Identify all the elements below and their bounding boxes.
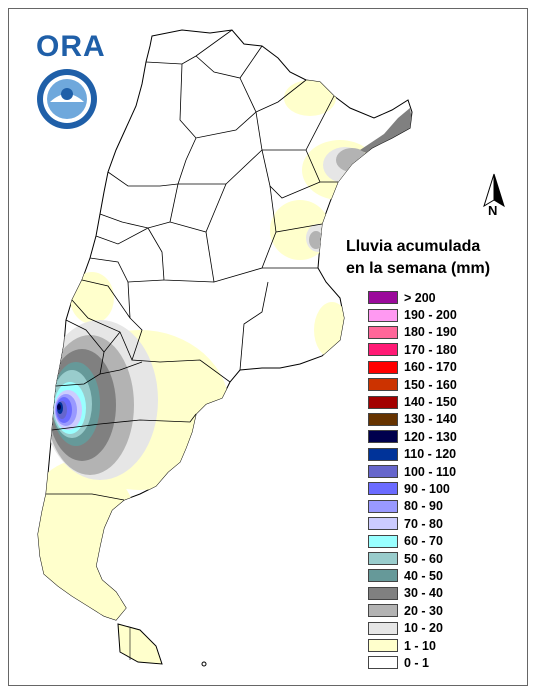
legend-label: 30 - 40 <box>404 586 443 601</box>
legend-swatch <box>368 517 398 531</box>
province-boundaries <box>46 29 338 501</box>
north-arrow-icon <box>483 173 505 208</box>
legend-title-line2: en la semana (mm) <box>346 260 491 277</box>
legend-item: 160 - 170 <box>368 359 457 376</box>
tierra-del-fuego <box>117 623 163 665</box>
legend-swatch <box>368 604 398 618</box>
legend-swatch <box>368 360 398 374</box>
legend-label: 170 - 180 <box>404 342 457 357</box>
legend-item: 60 - 70 <box>368 532 457 549</box>
legend-label: 60 - 70 <box>404 534 443 549</box>
legend-label: 180 - 190 <box>404 325 457 340</box>
legend-label: 0 - 1 <box>404 655 430 670</box>
legend-item: 0 - 1 <box>368 654 457 671</box>
legend-swatch <box>368 378 398 392</box>
legend-item: 90 - 100 <box>368 480 457 497</box>
legend-swatch <box>368 395 398 409</box>
legend-swatch <box>368 430 398 444</box>
legend-label: 10 - 20 <box>404 621 443 636</box>
legend-label: 120 - 130 <box>404 429 457 444</box>
legend-item: 170 - 180 <box>368 341 457 358</box>
north-label: N <box>488 203 498 218</box>
legend-label: 1 - 10 <box>404 638 436 653</box>
legend-label: 50 - 60 <box>404 551 443 566</box>
legend-label: 190 - 200 <box>404 308 457 323</box>
legend-swatch <box>368 639 398 652</box>
legend-swatch <box>368 534 398 548</box>
legend-swatch <box>368 465 398 479</box>
legend-swatch <box>368 569 398 583</box>
legend-title-line1: Lluvia acumulada <box>346 238 481 255</box>
legend-item: 10 - 20 <box>368 619 457 636</box>
legend-label: 20 - 30 <box>404 603 443 618</box>
legend-item: 190 - 200 <box>368 306 457 323</box>
legend-item: 80 - 90 <box>368 498 457 515</box>
legend-item: 180 - 190 <box>368 324 457 341</box>
ora-logo: ORA <box>36 30 106 63</box>
legend-swatch <box>368 586 398 600</box>
legend-title: Lluvia acumulada en la semana (mm) <box>346 236 490 280</box>
legend-swatch <box>368 308 398 322</box>
legend-item: 30 - 40 <box>368 585 457 602</box>
legend-swatch <box>368 325 398 339</box>
legend-item: 130 - 140 <box>368 411 457 428</box>
legend-item: 50 - 60 <box>368 550 457 567</box>
legend-swatch <box>368 291 398 305</box>
legend-swatch <box>368 656 398 670</box>
legend-label: 160 - 170 <box>404 360 457 375</box>
legend-label: 80 - 90 <box>404 499 443 514</box>
legend-swatch <box>368 552 398 566</box>
legend-item: 70 - 80 <box>368 515 457 532</box>
legend-swatch <box>368 447 398 461</box>
legend-label: > 200 <box>404 290 436 305</box>
legend-swatch <box>368 482 398 496</box>
legend-label: 110 - 120 <box>404 447 457 462</box>
legend-item: 20 - 30 <box>368 602 457 619</box>
legend-label: 140 - 150 <box>404 395 457 410</box>
legend-item: 120 - 130 <box>368 428 457 445</box>
legend-label: 40 - 50 <box>404 568 443 583</box>
legend-item: 140 - 150 <box>368 393 457 410</box>
legend-item: 150 - 160 <box>368 376 457 393</box>
legend-item: 40 - 50 <box>368 567 457 584</box>
legend-label: 90 - 100 <box>404 481 450 496</box>
legend-item: 1 - 10 <box>368 637 457 654</box>
national-weather-service-seal <box>37 69 97 129</box>
legend-label: 70 - 80 <box>404 516 443 531</box>
legend-swatch <box>368 343 398 357</box>
legend-swatch <box>368 499 398 513</box>
legend-swatch <box>368 412 398 426</box>
legend-item: 110 - 120 <box>368 446 457 463</box>
legend-item: 100 - 110 <box>368 463 457 480</box>
island-dot <box>201 661 207 667</box>
legend-label: 130 - 140 <box>404 412 457 427</box>
legend: > 200 190 - 200 180 - 190 170 - 180 160 - 17… <box>368 289 457 672</box>
legend-label: 150 - 160 <box>404 377 457 392</box>
legend-swatch <box>368 621 398 635</box>
legend-item: > 200 <box>368 289 457 306</box>
legend-label: 100 - 110 <box>404 464 457 479</box>
